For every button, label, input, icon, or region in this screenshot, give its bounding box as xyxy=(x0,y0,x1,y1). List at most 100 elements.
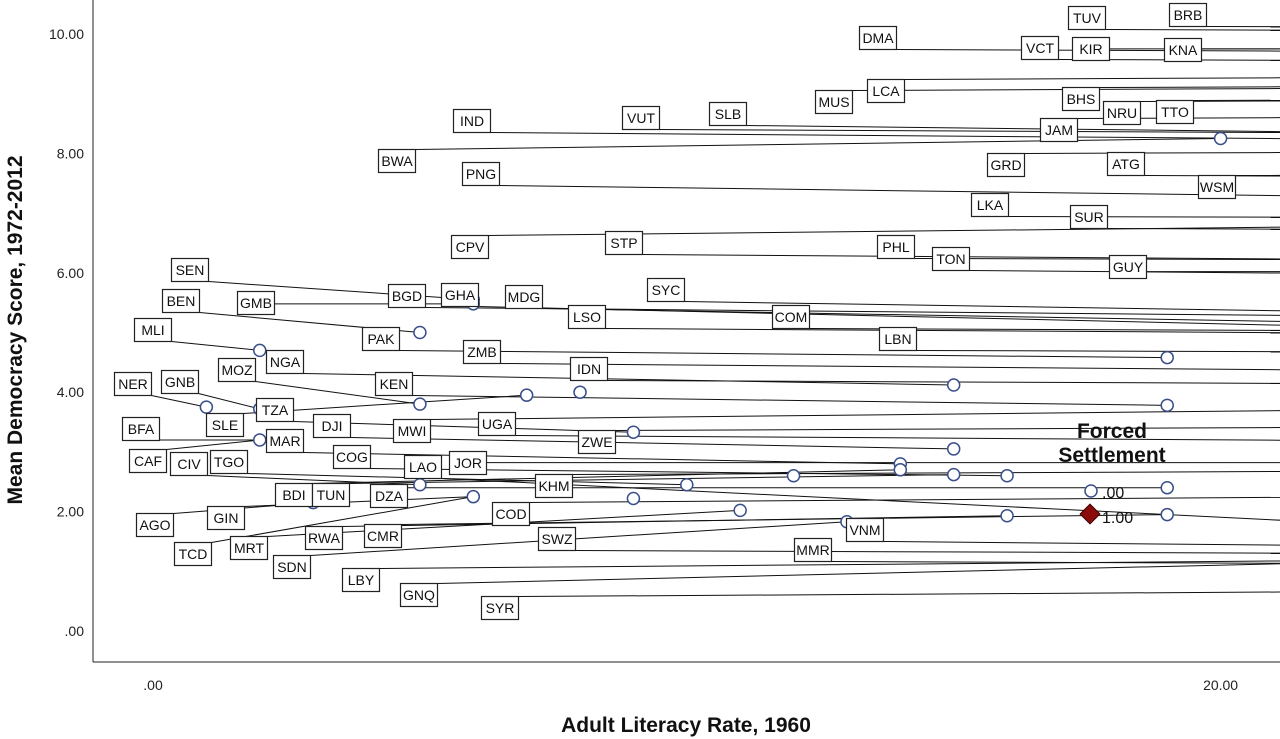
point-label-box xyxy=(403,454,443,480)
point-label-text: DMA xyxy=(862,30,894,46)
point-label-box xyxy=(374,371,414,397)
y-tick-label: 6.00 xyxy=(57,265,84,281)
point-label-box xyxy=(569,356,609,382)
point-label-box xyxy=(845,517,885,543)
point-label-text: SDN xyxy=(277,559,307,575)
point-label-text: SYC xyxy=(652,282,681,298)
point-label-box xyxy=(312,413,352,439)
point-label-box xyxy=(272,554,312,580)
point-label-box xyxy=(477,411,517,437)
point-label-text: NRU xyxy=(1107,105,1137,121)
point-label-text: GIN xyxy=(214,510,239,526)
point-label-box xyxy=(361,326,401,352)
point-label-box xyxy=(577,429,617,455)
point-label-box xyxy=(217,357,257,383)
data-point-circle xyxy=(199,400,214,414)
point-label-box xyxy=(363,523,403,549)
point-label-text: CPV xyxy=(456,239,485,255)
point-label-text: MLI xyxy=(141,322,164,338)
point-label-text: SYR xyxy=(486,600,515,616)
data-point-circle xyxy=(946,442,961,456)
point-label-box xyxy=(440,282,480,308)
point-label-box xyxy=(462,339,502,365)
point-label-text: STP xyxy=(610,235,637,251)
label-leader-line xyxy=(746,125,1280,133)
point-label-text: LKA xyxy=(977,197,1004,213)
label-leader-line xyxy=(171,341,260,351)
point-label-text: GNB xyxy=(165,374,195,390)
point-label-text: GRD xyxy=(990,157,1021,173)
point-label-box xyxy=(1069,204,1109,230)
data-point-circle xyxy=(413,325,427,340)
label-leader-line xyxy=(441,478,1280,521)
data-point-circle xyxy=(1160,350,1174,365)
y-tick-label: 8.00 xyxy=(57,145,84,161)
point-label-box xyxy=(1155,99,1195,125)
point-label-text: SEN xyxy=(176,262,205,278)
data-point-circle xyxy=(253,433,267,447)
point-label-text: VCT xyxy=(1026,40,1054,56)
label-leader-line xyxy=(151,395,207,408)
axis-ticks: .0020.0040.0060.0080.00100.00.002.004.00… xyxy=(49,26,1238,693)
point-label-text: KEN xyxy=(380,376,409,392)
data-point-circle xyxy=(573,385,587,399)
point-label-box xyxy=(311,482,351,508)
x-tick-label: 20.00 xyxy=(1203,677,1238,693)
point-label-text: VNM xyxy=(849,522,880,538)
label-leader-line xyxy=(684,301,1280,312)
point-label-box xyxy=(504,284,544,310)
label-leader-line xyxy=(247,473,687,486)
label-leader-line xyxy=(488,226,1280,236)
point-label-box xyxy=(229,535,269,561)
point-label-box xyxy=(604,230,644,256)
label-leader-line xyxy=(499,185,1280,197)
label-leader-line xyxy=(437,563,1280,584)
label-leader-line xyxy=(208,281,474,301)
legend: Forced Settlement .00 1.00 xyxy=(1058,420,1165,527)
point-label-box xyxy=(771,304,811,330)
point-label-box xyxy=(341,567,381,593)
point-label-text: KNA xyxy=(1169,42,1198,58)
data-point-circle xyxy=(626,491,641,506)
data-point-circle xyxy=(893,463,908,477)
label-leader-line xyxy=(255,381,420,405)
point-label-text: CMR xyxy=(367,528,399,544)
point-label-box xyxy=(491,501,531,527)
legend-title-line1: Forced xyxy=(1077,420,1147,443)
point-label-text: PHL xyxy=(882,239,909,255)
data-point-circle xyxy=(733,503,747,518)
point-label-text: BRB xyxy=(1174,7,1203,23)
label-leader-line xyxy=(211,496,474,543)
data-point-circle xyxy=(253,343,267,358)
point-label-text: PNG xyxy=(466,166,496,182)
point-label-text: IND xyxy=(460,113,484,129)
label-leader-line xyxy=(415,137,1221,150)
label-leader-line xyxy=(515,435,1280,441)
point-label-text: SWZ xyxy=(541,531,573,547)
data-point-circle xyxy=(786,469,801,483)
y-tick-label: .00 xyxy=(65,623,85,639)
point-label-box xyxy=(986,152,1026,178)
point-label-box xyxy=(814,89,854,115)
label-leader-line xyxy=(350,437,954,450)
point-label-box xyxy=(209,449,249,475)
point-label-box xyxy=(646,277,686,303)
point-label-text: VUT xyxy=(627,110,655,126)
point-label-box xyxy=(265,428,305,454)
point-label-text: SLE xyxy=(212,417,238,433)
y-axis-title: Mean Democracy Score, 1972-2012 xyxy=(4,155,27,504)
point-label-box xyxy=(866,78,906,104)
data-point-circle xyxy=(626,425,641,439)
point-label-box xyxy=(1061,86,1101,112)
point-label-box xyxy=(332,444,372,470)
point-label-text: SUR xyxy=(1074,209,1104,225)
point-label-text: BHS xyxy=(1067,91,1096,107)
label-leader-line xyxy=(809,328,1280,331)
point-label-text: LSO xyxy=(573,309,601,325)
point-label-box xyxy=(1106,151,1146,177)
label-leader-line xyxy=(412,395,1168,406)
point-label-box xyxy=(206,505,246,531)
point-label-box xyxy=(135,512,175,538)
point-label-text: KIR xyxy=(1079,41,1102,57)
point-label-text: TCD xyxy=(179,546,208,562)
